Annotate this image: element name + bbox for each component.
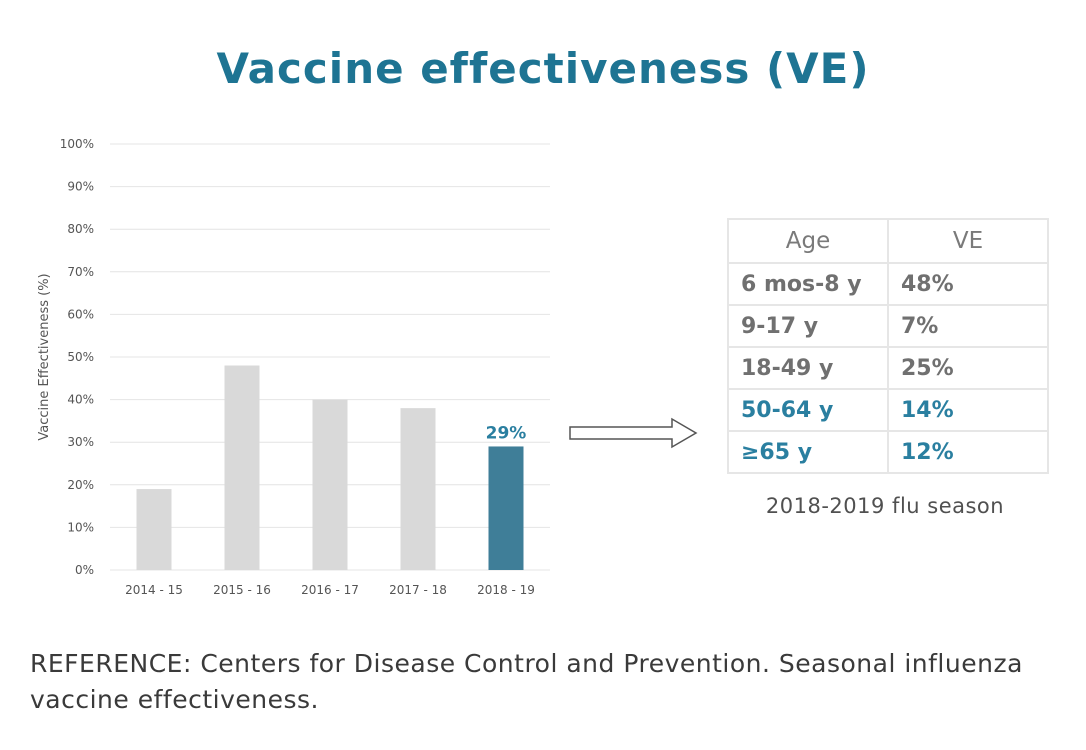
bar [312,399,348,570]
bar [488,446,524,570]
x-tick-label: 2014 - 15 [125,583,183,597]
y-tick-label: 80% [67,222,94,236]
x-tick-label: 2015 - 16 [213,583,271,597]
y-tick-label: 90% [67,180,94,194]
y-tick-label: 70% [67,265,94,279]
y-tick-label: 30% [67,435,94,449]
y-tick-label: 10% [67,520,94,534]
data-label: 29% [486,423,527,443]
x-tick-label: 2017 - 18 [389,583,447,597]
ve-cell: 14% [887,388,1049,432]
x-tick-label: 2016 - 17 [301,583,359,597]
age-cell: 18-49 y [727,346,889,390]
table-row: 18-49 y 25% [727,346,1049,390]
header-ve: VE [887,218,1049,264]
bar [224,365,260,570]
bar [136,489,172,570]
y-tick-label: 20% [67,478,94,492]
y-tick-label: 60% [67,307,94,321]
y-tick-label: 40% [67,393,94,407]
ve-cell: 48% [887,262,1049,306]
table-row: 9-17 y 7% [727,304,1049,348]
bar-chart: 0% 10% 20% 30% 40% 50% 60% 70% 80% 90% 100% Vaccine… [37,137,550,597]
y-tick-label: 50% [67,350,94,364]
header-age: Age [727,218,889,264]
x-tick-label: 2018 - 19 [477,583,535,597]
table-row: 6 mos-8 y 48% [727,262,1049,306]
age-cell: ≥65 y [727,430,889,474]
ve-cell: 25% [887,346,1049,390]
table-row: 50-64 y 14% [727,388,1049,432]
table-row: ≥65 y 12% [727,430,1049,474]
age-cell: 50-64 y [727,388,889,432]
y-axis-label: Vaccine Effectiveness (%) [37,273,52,440]
age-cell: 6 mos-8 y [727,262,889,306]
ve-cell: 7% [887,304,1049,348]
y-tick-label: 0% [75,563,94,577]
bar [400,408,436,570]
y-tick-label: 100% [60,137,94,151]
page-title: Vaccine effectiveness (VE) [216,44,870,93]
season-caption: 2018-2019 flu season [765,494,1005,518]
ve-by-age-table: Age VE 6 mos-8 y 48% 9-17 y 7% 18-49 y 25% 50-… [727,218,1049,474]
table-header-row: Age VE [727,218,1049,264]
ve-cell: 12% [887,430,1049,474]
age-cell: 9-17 y [727,304,889,348]
reference-text: REFERENCE: Centers for Disease Control a… [30,649,1023,714]
right-arrow-icon [569,417,698,449]
